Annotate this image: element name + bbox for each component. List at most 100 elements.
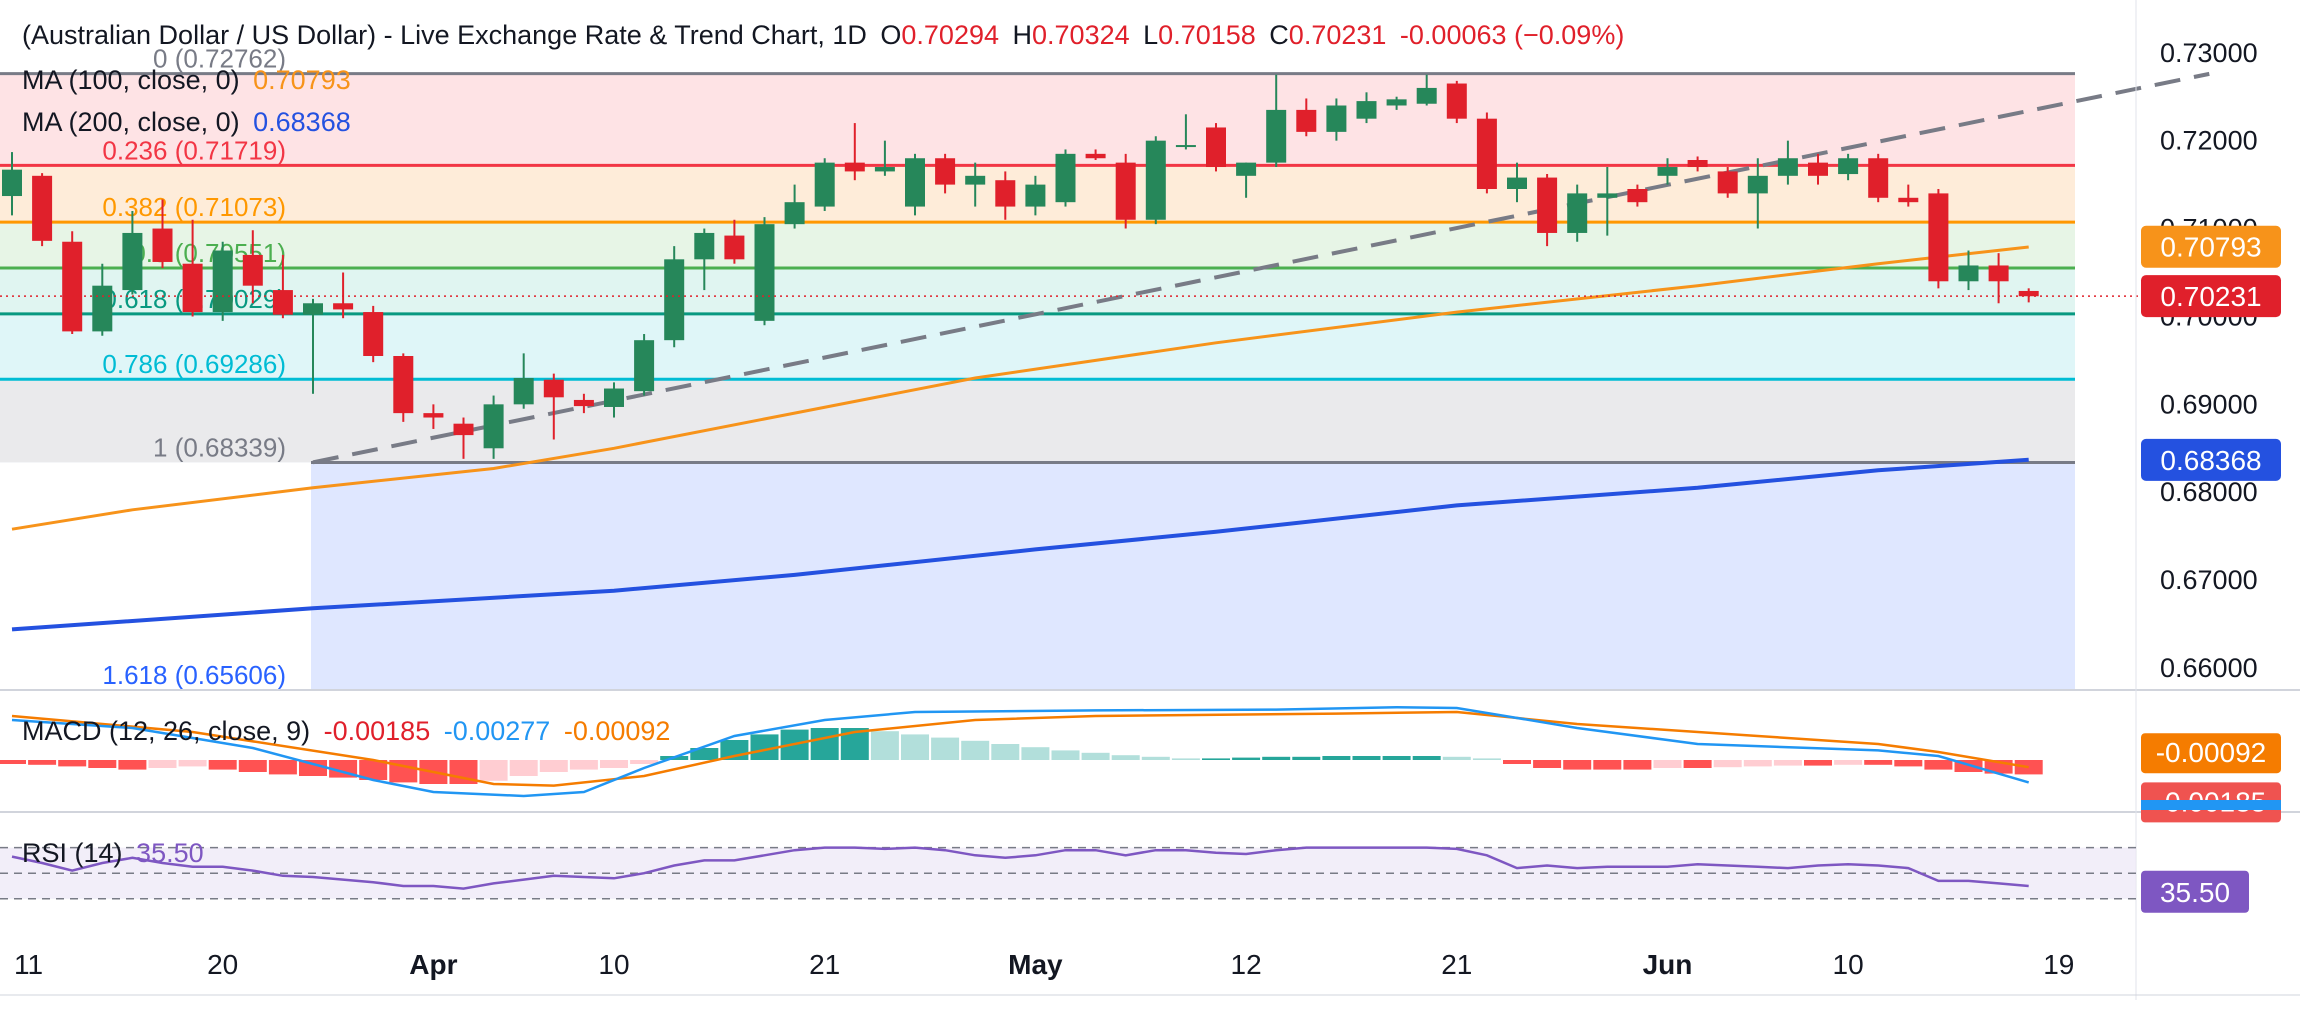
candle	[1868, 153, 1889, 203]
candle	[1326, 98, 1347, 141]
ma100-legend[interactable]: MA (100, close, 0) 0.70793	[22, 65, 357, 96]
candle	[935, 153, 956, 194]
candle-body	[1326, 105, 1347, 132]
macd-histogram-bar	[1864, 760, 1893, 765]
macd-legend[interactable]: MACD (12, 26, close, 9) -0.00185 -0.0027…	[22, 716, 676, 747]
ma200-legend[interactable]: MA (200, close, 0) 0.68368	[22, 107, 357, 138]
macd-histogram-bar	[359, 760, 388, 780]
candle-body	[212, 250, 233, 313]
candle	[1115, 153, 1136, 229]
candle-body	[1055, 153, 1076, 203]
candle-body	[272, 290, 293, 315]
candle	[664, 246, 685, 348]
y-tick-label: 0.68000	[2160, 477, 2258, 507]
rsi-legend[interactable]: RSI (14) 35.50	[22, 838, 210, 869]
candle-body	[1356, 101, 1377, 119]
macd-hist-value: -0.00185	[323, 716, 431, 746]
rsi-value: 35.50	[136, 838, 204, 868]
candle	[874, 140, 895, 176]
candle	[1988, 253, 2009, 304]
chart-title: (Australian Dollar / US Dollar) - Live E…	[22, 20, 867, 50]
macd-line-badge-edge	[2141, 800, 2281, 810]
candle	[1476, 112, 1497, 194]
candle	[1446, 80, 1467, 124]
fib-zone-0.382	[0, 222, 2075, 269]
x-tick-label: Apr	[409, 949, 457, 980]
x-tick-label: 21	[1441, 949, 1472, 980]
macd-histogram-bar	[931, 737, 960, 760]
candle-body	[1236, 162, 1257, 176]
macd-histogram-bar	[991, 744, 1020, 760]
candle	[573, 393, 594, 414]
y-tick-label: 0.72000	[2160, 126, 2258, 156]
candle-body	[1958, 265, 1979, 282]
candle-body	[1777, 158, 1798, 176]
macd-value-text: -0.00092	[2156, 737, 2267, 768]
macd-histogram-bar	[1623, 760, 1652, 770]
macd-histogram-bar	[690, 748, 719, 760]
price-label-badge	[2141, 275, 2281, 318]
candle-body	[2018, 290, 2039, 297]
candle	[1627, 184, 1648, 207]
x-tick-label: 10	[598, 949, 629, 980]
macd-histogram-bar	[1503, 760, 1531, 764]
candle	[604, 382, 624, 418]
macd-histogram-bar	[1262, 756, 1291, 760]
candle-body	[242, 254, 263, 286]
candle-body	[1928, 193, 1949, 282]
candle-body	[1567, 193, 1588, 233]
candle	[1055, 149, 1076, 207]
x-tick-label: 21	[809, 949, 840, 980]
candle-body	[664, 259, 685, 341]
macd-histogram-bar	[1021, 747, 1050, 760]
candle-body	[1446, 83, 1467, 119]
y-tick-label: 0.66000	[2160, 653, 2258, 683]
candle-body	[814, 162, 835, 207]
ma100-value: 0.70793	[253, 65, 351, 95]
candle	[1687, 156, 1708, 172]
macd-histogram-bar	[1292, 756, 1321, 760]
macd-histogram-bar	[1834, 760, 1863, 765]
candle-body	[543, 379, 564, 398]
macd-histogram-bar	[1743, 760, 1772, 767]
candle	[182, 219, 203, 317]
candle	[784, 184, 805, 229]
candle	[1085, 149, 1106, 160]
macd-value-badge	[2141, 733, 2281, 774]
candle-body	[694, 232, 715, 260]
price-label-text: 0.70231	[2160, 281, 2261, 312]
candle-body	[965, 175, 986, 185]
macd-histogram-bar	[1593, 760, 1622, 770]
candle	[242, 230, 263, 304]
macd-histogram-bar	[1894, 760, 1923, 767]
macd-histogram-bar	[118, 760, 147, 770]
candle	[724, 219, 745, 264]
macd-histogram-bar	[178, 760, 207, 767]
rsi-value-text: 35.50	[2160, 877, 2230, 908]
candle-body	[2, 169, 22, 197]
macd-line	[11, 705, 2030, 798]
candle-body	[92, 285, 113, 332]
candle-body	[333, 303, 354, 310]
macd-signal-value: -0.00092	[563, 716, 671, 746]
candle	[1747, 158, 1768, 229]
candle	[1416, 74, 1437, 106]
ma200-label: MA (200, close, 0)	[22, 107, 240, 137]
ma100-label: MA (100, close, 0)	[22, 65, 240, 95]
fib-label-1: 1 (0.68339)	[153, 432, 286, 462]
macd-histogram-bar	[299, 760, 327, 776]
candle	[423, 404, 444, 429]
candle	[1717, 167, 1738, 198]
macd-histogram-bar	[1773, 760, 1802, 766]
candle	[2018, 288, 2039, 303]
candle-body	[754, 224, 775, 321]
macd-histogram-bar	[1171, 758, 1200, 760]
macd-histogram-bar	[1051, 750, 1080, 760]
candle-body	[1597, 193, 1618, 198]
high-value: 0.70324	[1032, 20, 1130, 50]
candle	[814, 158, 835, 211]
fib-label-0.786: 0.786 (0.69286)	[102, 349, 286, 379]
fib-zone-1	[0, 462, 2075, 690]
candle-body	[453, 423, 474, 436]
